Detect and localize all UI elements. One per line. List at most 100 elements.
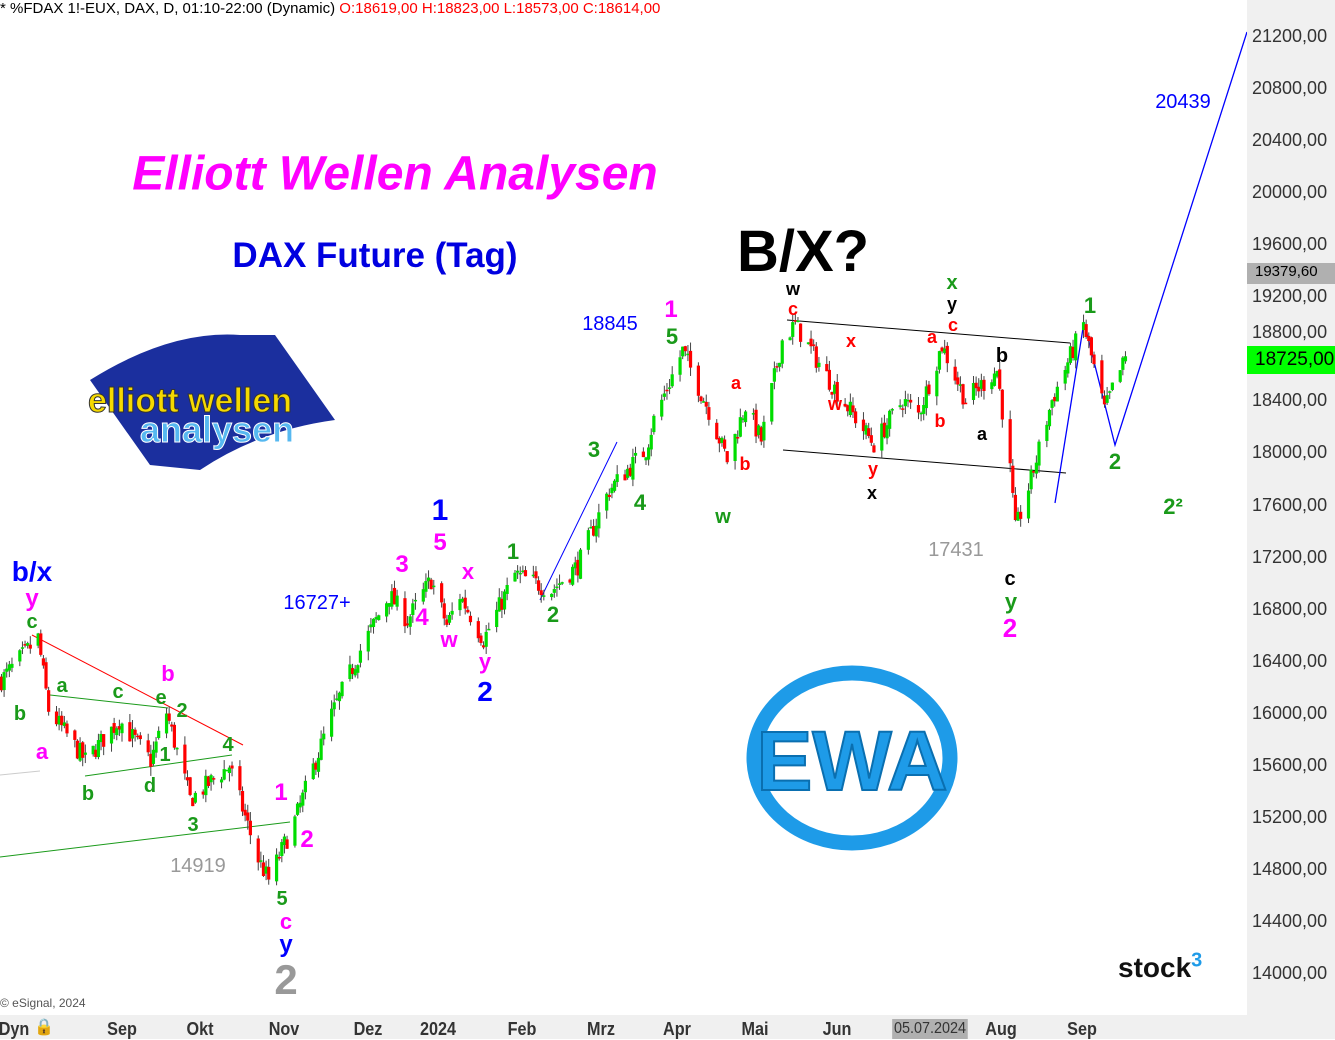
x-tick-label: Sep [1067, 1019, 1097, 1039]
candle-down [440, 583, 444, 603]
candle-down [463, 597, 467, 609]
candle-up [450, 610, 454, 615]
candle-down [277, 856, 281, 859]
price-axis[interactable]: 21200,00 20800,00 20400,00 20000,00 19600,00… [1247, 0, 1335, 1015]
candle-up [377, 615, 381, 621]
wave-label: x [845, 331, 857, 351]
candle-down [736, 437, 740, 439]
candle-down [256, 838, 260, 863]
candle-up [518, 572, 522, 575]
wave-label: 3 [395, 551, 409, 578]
candle-up [971, 383, 976, 400]
dyn-label[interactable]: Dyn [0, 1019, 30, 1039]
candle-down [961, 384, 965, 405]
candle-down [128, 722, 132, 742]
candle-down [641, 451, 645, 458]
y-tick-label: 16000,00 [1252, 702, 1328, 723]
candle-up [770, 382, 774, 422]
candle-down [60, 715, 64, 726]
candle-up [447, 615, 452, 623]
symbol-label: * %FDAX 1!-EUX, DAX, D, 01:10-22:00 (Dyn… [0, 0, 336, 17]
candle-down [500, 598, 504, 610]
wave-label: 2 [477, 676, 493, 707]
candle-up [578, 549, 583, 579]
candle-up [2, 672, 6, 691]
candle-up [7, 664, 11, 671]
candle-down [715, 422, 719, 440]
candle-up [83, 752, 87, 755]
candle-up [586, 530, 590, 550]
candle-up [151, 749, 156, 764]
candle-down [238, 766, 242, 791]
candle-up [531, 574, 535, 577]
candle-up [743, 411, 748, 423]
candle-up [301, 792, 305, 806]
candle-up [99, 733, 103, 743]
wave-label: c [112, 681, 124, 703]
candle-up [371, 618, 376, 628]
candle-down [185, 777, 190, 781]
candle-up [303, 780, 307, 793]
wave-label: y [946, 294, 958, 314]
candle-up [204, 775, 208, 796]
candle-up [733, 433, 737, 462]
candle-up [788, 337, 792, 341]
candle-up [990, 382, 994, 390]
candle-up [337, 692, 342, 702]
candle-down [1053, 396, 1057, 402]
candle-down [1100, 360, 1104, 394]
candle-up [780, 340, 784, 364]
candle-up [626, 468, 630, 478]
x-tick-label: Mai [741, 1019, 769, 1039]
candle-down [138, 735, 142, 740]
candle-down [869, 435, 873, 443]
candle-up [225, 769, 229, 772]
candle-up [487, 628, 491, 631]
candle-down [683, 346, 687, 352]
y-tick-label: 15200,00 [1252, 806, 1328, 827]
wave-label: 2² [1163, 494, 1183, 519]
candle-up [282, 836, 287, 846]
candle-up [316, 757, 321, 772]
stock3-brand: stock3 [1118, 950, 1202, 984]
wave-label: 1 [506, 539, 520, 564]
candle-down [230, 765, 234, 769]
candle-down [534, 571, 538, 579]
candle-up [898, 405, 902, 408]
candle-up [340, 681, 344, 697]
wave-label: b/x [11, 556, 53, 587]
ewa-logo-ring [746, 665, 958, 851]
candles [0, 312, 1128, 886]
wave-label: 2 [1108, 449, 1122, 474]
candle-down [843, 403, 847, 407]
candle-down [65, 723, 69, 734]
wave3-line [539, 441, 618, 601]
candle-up [395, 595, 399, 607]
candle-up [374, 617, 378, 620]
candle-up [298, 802, 302, 808]
time-axis[interactable]: Dyn 🔒 05.07.2024 Sep Okt Nov Dez 2024 Feb Mrz A… [0, 1015, 1335, 1039]
candle-down [704, 401, 708, 407]
candle-up [741, 418, 745, 420]
candle-down [201, 791, 205, 795]
wave-label: x [866, 483, 878, 503]
candle-up [120, 723, 124, 734]
candle-down [940, 347, 944, 352]
price-chart[interactable]: EWA elliott wellen analysen [0, 0, 1247, 1015]
candle-up [130, 729, 135, 739]
candle-down [861, 419, 866, 432]
wave-label: x [461, 559, 475, 584]
candle-up [1047, 409, 1052, 427]
lock-icon[interactable]: 🔒 [34, 1019, 54, 1036]
candle-up [295, 803, 300, 815]
candle-down [623, 474, 627, 481]
candle-down [754, 409, 758, 437]
candle-up [885, 425, 889, 439]
candle-up [647, 447, 651, 460]
long-support-line [0, 821, 291, 858]
y-tick-label: 17600,00 [1252, 494, 1328, 515]
candle-up [293, 816, 297, 846]
candle-down [183, 744, 187, 774]
candle-up [421, 589, 425, 602]
candle-up [995, 371, 999, 377]
